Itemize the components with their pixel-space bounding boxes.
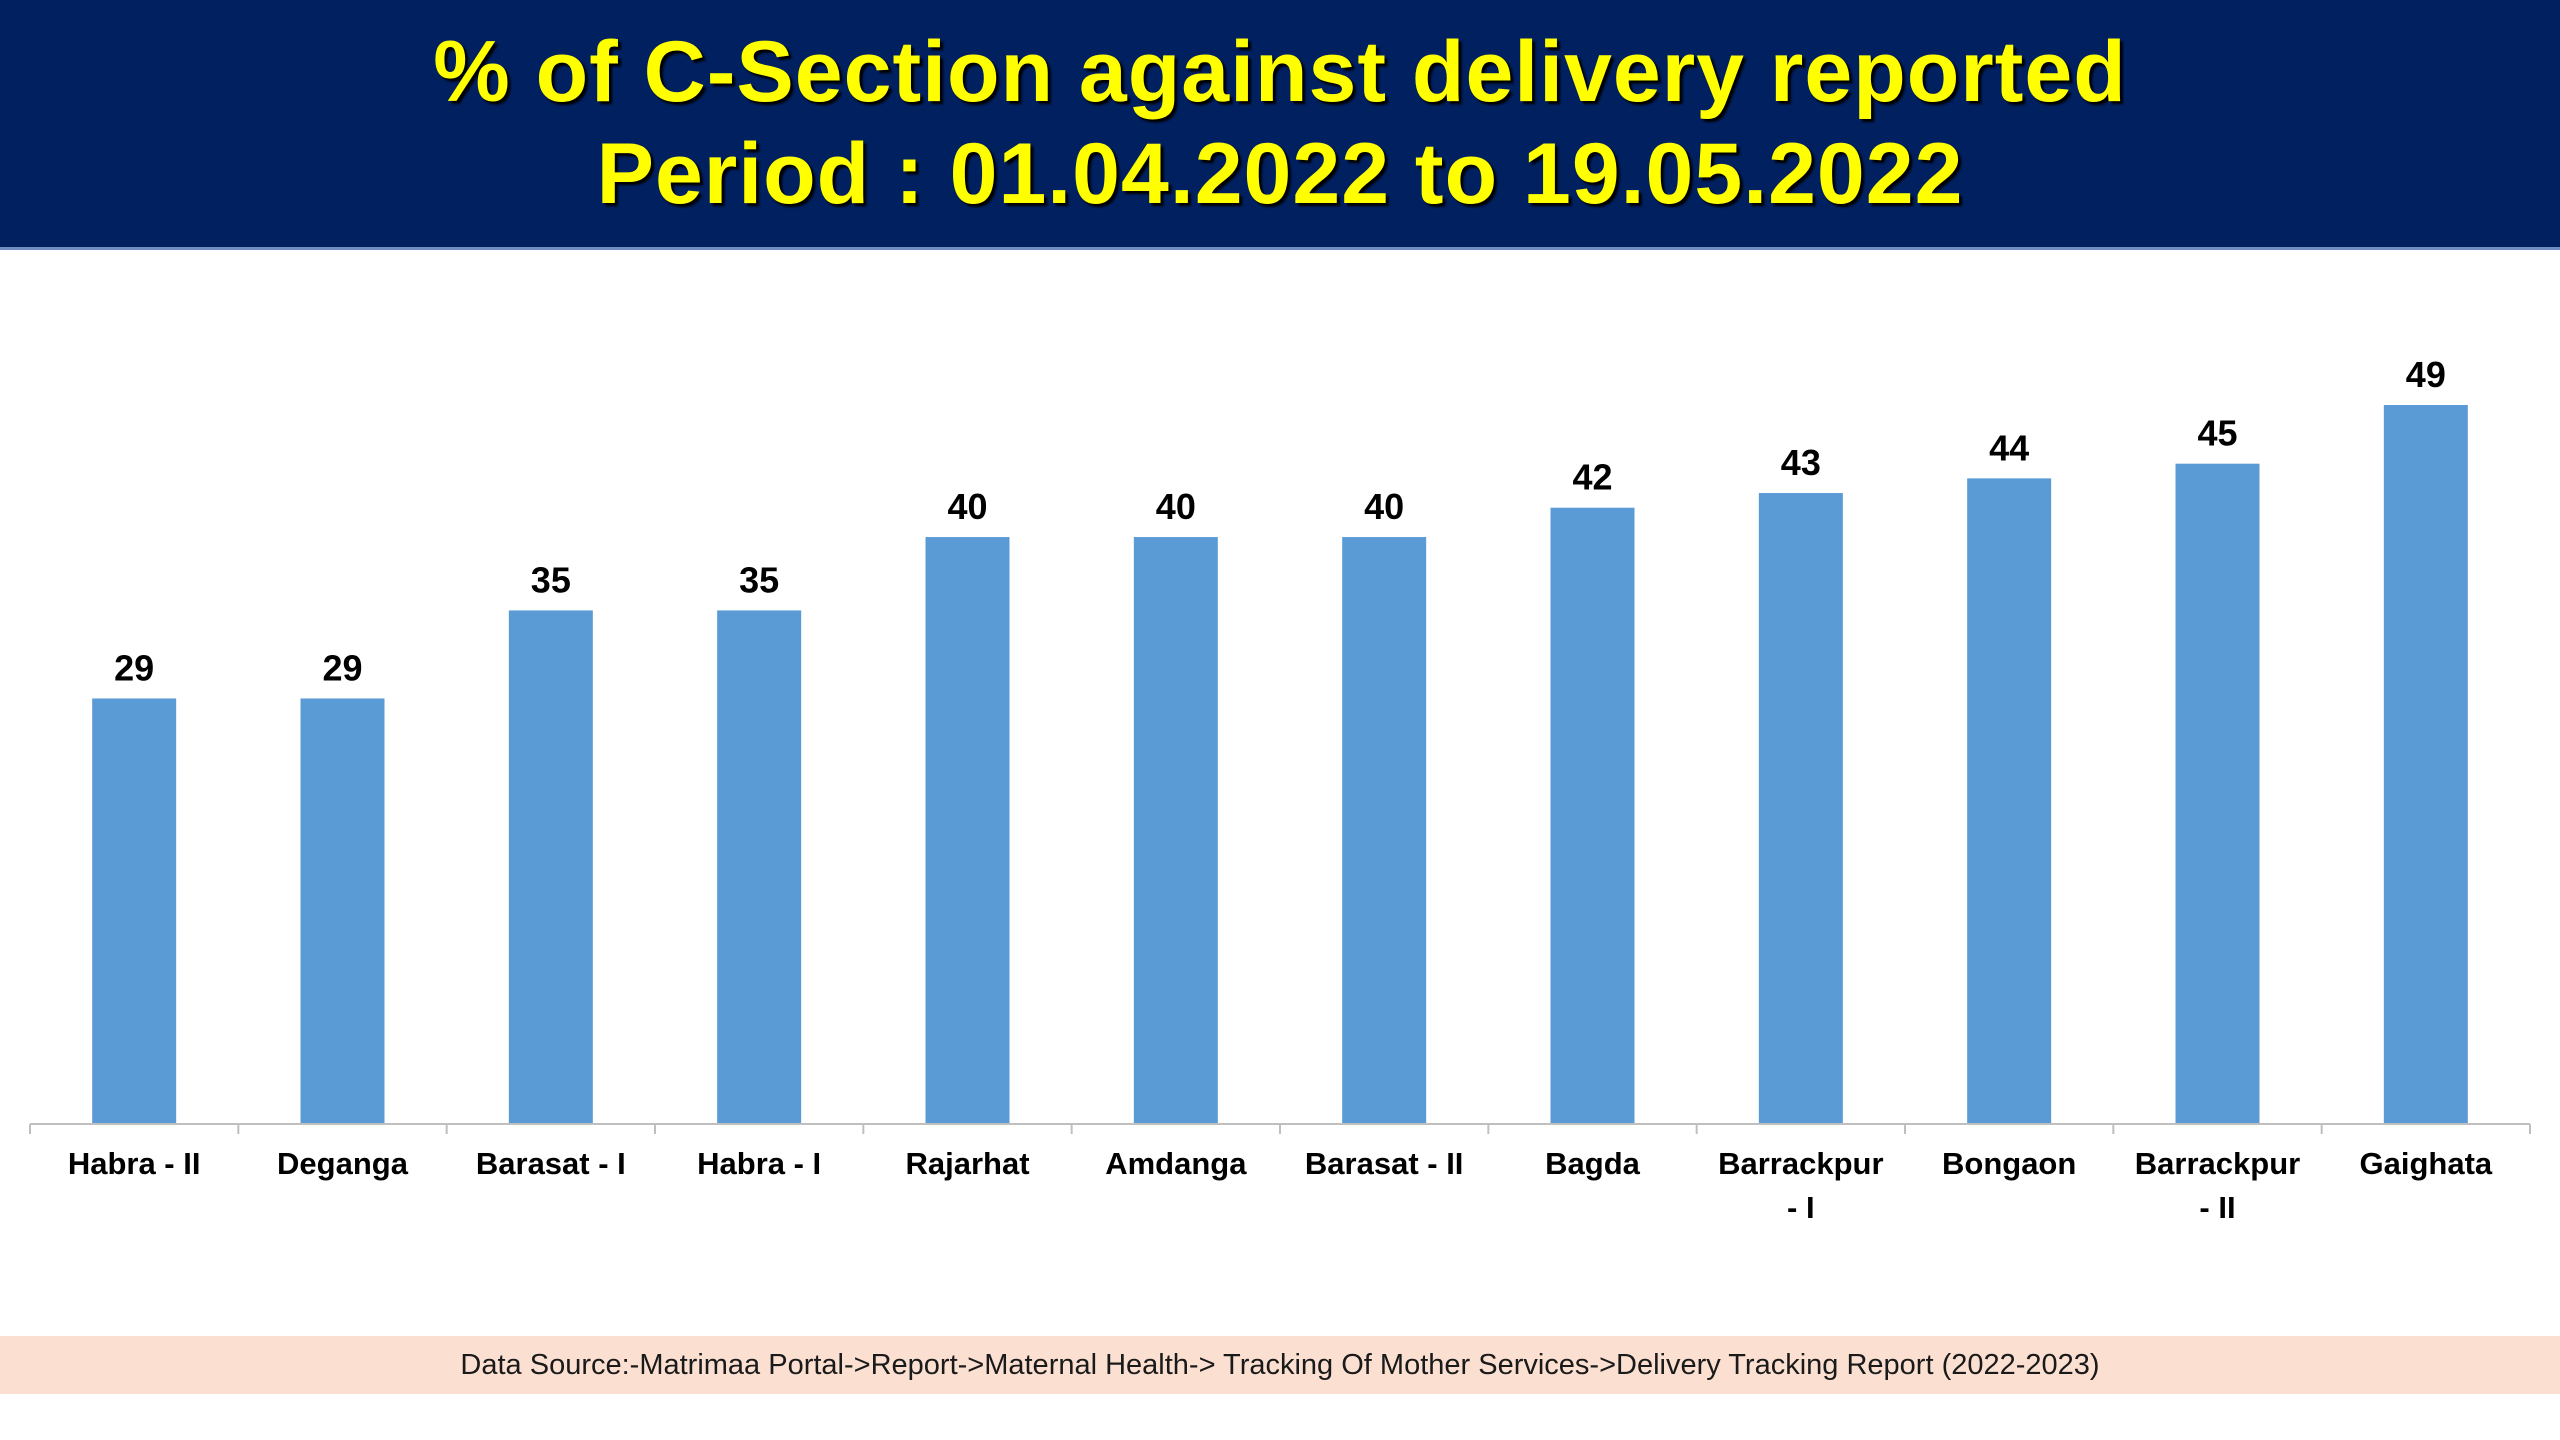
category-label-line: Habra - I	[697, 1146, 821, 1181]
bar-3	[717, 610, 802, 1124]
bar-10	[2175, 463, 2260, 1125]
value-labels-group: 29 29 35 35 40 40 40 42 43 44 45 49	[114, 354, 2446, 688]
bar-7	[1550, 507, 1635, 1124]
bar-5	[1133, 537, 1218, 1124]
category-label-9: Bongaon	[1942, 1146, 2076, 1181]
category-label-11: Gaighata	[2360, 1146, 2493, 1181]
data-label-6: 40	[1364, 486, 1404, 527]
category-label-3: Habra - I	[697, 1146, 821, 1181]
category-label-5: Amdanga	[1105, 1146, 1247, 1181]
data-label-8: 43	[1781, 442, 1821, 483]
chart-period-subtitle: Period : 01.04.2022 to 19.05.2022	[596, 126, 1964, 222]
category-label-10: Barrackpur - II	[2135, 1146, 2300, 1225]
category-label-line: Rajarhat	[905, 1146, 1029, 1181]
data-source-text: Data Source:-Matrimaa Portal->Report->Ma…	[460, 1349, 2100, 1381]
category-label-8: Barrackpur - I	[1718, 1146, 1883, 1225]
chart-title: % of C-Section against delivery reported	[433, 24, 2127, 120]
category-label-line: Barasat - I	[476, 1146, 626, 1181]
data-source-footer: Data Source:-Matrimaa Portal->Report->Ma…	[0, 1336, 2560, 1394]
bar-0	[92, 698, 177, 1124]
category-label-6: Barasat - II	[1305, 1146, 1464, 1181]
bar-2	[508, 610, 593, 1124]
bar-9	[1967, 478, 2052, 1125]
chart-svg: 29 29 35 35 40 40 40 42 43 44 45 49 Habra - II Degan…	[29, 354, 2531, 1225]
category-label-line: Habra - II	[68, 1146, 201, 1181]
category-label-line: Bagda	[1545, 1146, 1641, 1181]
data-label-5: 40	[1156, 486, 1196, 527]
data-label-3: 35	[739, 559, 779, 600]
category-label-line: Barrackpur	[1718, 1146, 1883, 1181]
category-label-line: Amdanga	[1105, 1146, 1247, 1181]
category-label-line: - II	[2199, 1190, 2235, 1225]
bar-4	[925, 537, 1010, 1124]
category-label-line: Deganga	[277, 1146, 409, 1181]
data-label-1: 29	[322, 647, 362, 688]
data-label-9: 44	[1989, 427, 2029, 468]
category-label-0: Habra - II	[68, 1146, 201, 1181]
bar-11	[2383, 405, 2468, 1124]
category-label-line: Bongaon	[1942, 1146, 2076, 1181]
data-label-4: 40	[947, 486, 987, 527]
category-label-line: Gaighata	[2360, 1146, 2493, 1181]
category-label-7: Bagda	[1545, 1146, 1641, 1181]
bar-8	[1758, 493, 1843, 1124]
bars-group	[92, 405, 2468, 1125]
bar-6	[1342, 537, 1427, 1124]
data-label-0: 29	[114, 647, 154, 688]
category-label-4: Rajarhat	[905, 1146, 1029, 1181]
category-label-line: - I	[1787, 1190, 1815, 1225]
bar-chart: 29 29 35 35 40 40 40 42 43 44 45 49 Habra - II Degan…	[0, 250, 2560, 1330]
data-label-10: 45	[2197, 413, 2237, 454]
category-label-line: Barrackpur	[2135, 1146, 2300, 1181]
title-banner: % of C-Section against delivery reported…	[0, 0, 2560, 250]
category-label-line: Barasat - II	[1305, 1146, 1464, 1181]
data-label-11: 49	[2406, 354, 2446, 395]
data-label-2: 35	[531, 559, 571, 600]
data-label-7: 42	[1572, 457, 1612, 498]
category-label-2: Barasat - I	[476, 1146, 626, 1181]
x-axis-ticks	[29, 1124, 2531, 1134]
category-label-1: Deganga	[277, 1146, 409, 1181]
category-labels-group: Habra - II Deganga Barasat - I Habra - I Raj…	[68, 1146, 2493, 1225]
bar-1	[300, 698, 385, 1124]
